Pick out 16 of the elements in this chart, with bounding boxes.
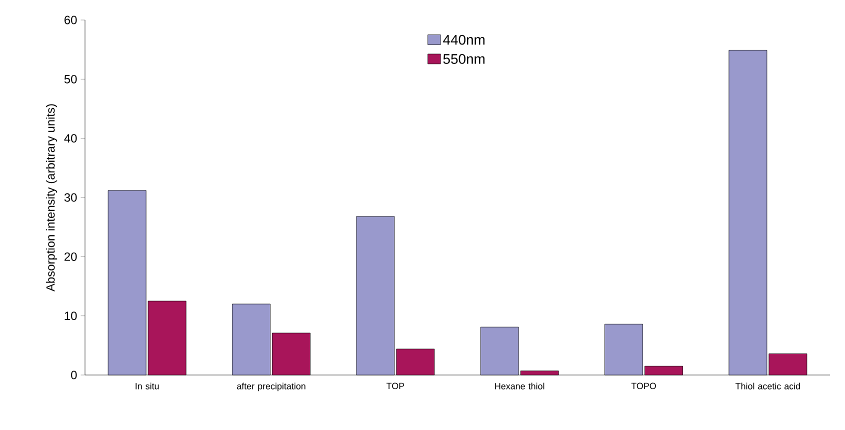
y-tick-label: 50 — [64, 74, 77, 84]
y-tick-label: 20 — [64, 252, 77, 261]
x-tick-label: after precipitation — [236, 382, 306, 392]
y-axis-title: Absorption intensity (arbitrary units) — [46, 104, 58, 292]
x-tick-label: TOPO — [631, 382, 656, 390]
x-tick-label: Hexane thiol — [495, 382, 544, 390]
y-tick-label: 60 — [64, 16, 77, 24]
y-tick-label: 30 — [64, 193, 77, 202]
y-tick-label: 0 — [71, 370, 77, 380]
legend-label: 440nm — [443, 34, 484, 45]
y-tick-label: 40 — [64, 134, 77, 143]
legend-label: 550nm — [443, 54, 484, 64]
x-tick-label: In situ — [136, 382, 159, 390]
x-tick-label: Thiol acetic acid — [735, 382, 800, 390]
x-tick-label: TOP — [386, 382, 404, 390]
y-tick-label: 10 — [64, 312, 77, 320]
